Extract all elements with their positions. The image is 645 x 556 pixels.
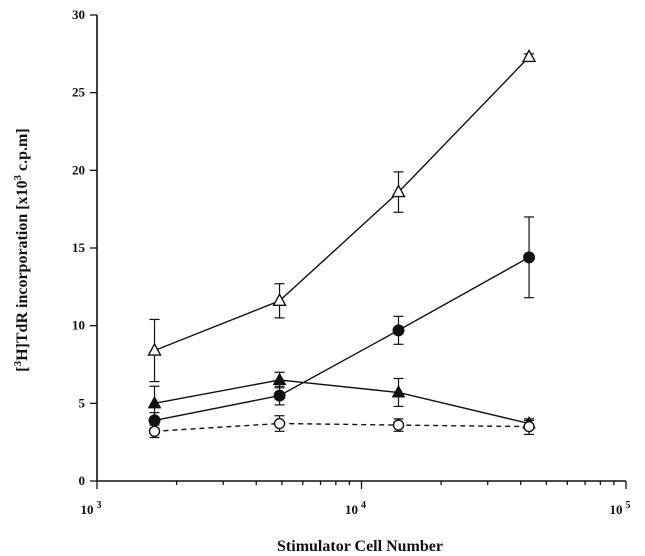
y-tick-label: 0 bbox=[79, 473, 86, 488]
data-point bbox=[272, 372, 287, 386]
y-axis-title-bracket: [ bbox=[14, 366, 31, 371]
y-axis-title: [3H]TdR incorporation [x103 c.p.m] bbox=[12, 128, 31, 371]
chart-marks bbox=[147, 48, 537, 439]
data-point bbox=[273, 389, 286, 402]
y-tick-label: 5 bbox=[79, 395, 86, 410]
y-axis-title-end: c.p.m] bbox=[14, 128, 31, 175]
y-axis-title-mid: H]TdR incorporation [x10 bbox=[14, 180, 31, 360]
data-point bbox=[272, 292, 287, 307]
data-point bbox=[147, 342, 162, 356]
data-point bbox=[148, 425, 161, 437]
series-line bbox=[154, 256, 530, 422]
series-line bbox=[154, 422, 530, 432]
data-point bbox=[273, 417, 286, 430]
series-line bbox=[154, 56, 530, 352]
data-point bbox=[391, 184, 406, 198]
data-point bbox=[523, 251, 536, 264]
y-axis-title-sup1: 3 bbox=[12, 360, 24, 366]
data-point bbox=[392, 324, 405, 337]
y-axis-title-sup2: 3 bbox=[12, 174, 24, 180]
data-point bbox=[392, 419, 405, 431]
y-tick-label: 25 bbox=[72, 85, 86, 100]
x-axis-title: Stimulator Cell Number bbox=[277, 538, 443, 555]
y-tick-label: 20 bbox=[72, 162, 85, 177]
y-tick-label: 15 bbox=[72, 240, 86, 255]
data-point bbox=[521, 48, 537, 63]
data-point bbox=[147, 395, 162, 409]
x-tick-label: 10 5 bbox=[610, 500, 631, 517]
x-tick-label: 10 4 bbox=[345, 500, 366, 517]
data-point bbox=[391, 384, 406, 398]
data-point bbox=[523, 420, 535, 433]
x-tick-label: 10 3 bbox=[81, 500, 102, 517]
y-tick-label: 30 bbox=[72, 7, 85, 22]
chart-axes: 0 5 10 15 20 25 30 10 3 10 4 10 5 bbox=[72, 7, 631, 517]
y-tick-label: 10 bbox=[72, 318, 85, 333]
series-line bbox=[154, 379, 530, 425]
